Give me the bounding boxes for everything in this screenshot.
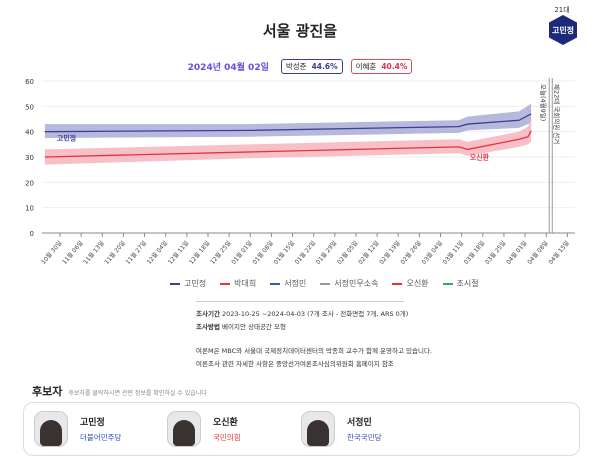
series-label: 고민정 bbox=[57, 134, 76, 143]
y-tick-label: 30 bbox=[25, 154, 34, 162]
legend-label: 서정민무소속 bbox=[334, 279, 379, 288]
legend-label: 박대희 bbox=[234, 279, 257, 288]
x-tick-label: 11월 06일 bbox=[60, 239, 84, 266]
x-tick-label: 03월 25일 bbox=[483, 239, 507, 266]
legend-swatch bbox=[392, 282, 403, 285]
x-tick-label: 04월 15일 bbox=[547, 239, 571, 266]
page-title: 서울 광진을 bbox=[262, 22, 338, 40]
legend-swatch bbox=[220, 282, 231, 285]
x-tick-label: 01월 22일 bbox=[293, 239, 317, 266]
x-tick-label: 10월 30일 bbox=[39, 239, 63, 266]
y-tick-label: 50 bbox=[25, 103, 34, 111]
legend-item: 서정민무소속 bbox=[320, 278, 378, 289]
x-tick-label: 12월 04일 bbox=[145, 239, 169, 266]
legend-label: 오신환 bbox=[406, 279, 429, 288]
y-tick-label: 20 bbox=[25, 179, 34, 187]
candidates-subtitle: 후보자를 클릭하시면 관련 정보를 확인하실 수 있습니다 bbox=[68, 390, 207, 397]
period-value: 2023-10-25 ~2024-04-03 (7개 조사 - 전화면접 7개,… bbox=[222, 310, 409, 318]
x-tick-label: 01월 15일 bbox=[272, 239, 296, 266]
note-line: 여론M은 MBC와 서울대 국제정치데이터센터의 박종희 교수가 함께 운영하고… bbox=[196, 347, 433, 355]
x-tick-label: 02월 05일 bbox=[335, 239, 359, 266]
x-tick-label: 04월 08일 bbox=[525, 239, 549, 266]
x-tick-label: 02월 19일 bbox=[378, 239, 402, 266]
y-tick-label: 60 bbox=[25, 78, 34, 86]
legend-swatch bbox=[320, 282, 331, 285]
series-line bbox=[44, 130, 532, 158]
y-tick-label: 40 bbox=[25, 129, 34, 137]
survey-method: 조사방법 베이지안 상태공간 모형 bbox=[196, 321, 286, 331]
survey-date: 2024년 04월 02일 bbox=[187, 63, 269, 73]
x-tick-label: 12월 25일 bbox=[208, 239, 232, 266]
legend-label: 서정민 bbox=[284, 279, 307, 288]
x-tick-label: 11월 20일 bbox=[103, 239, 127, 266]
candidate-name: 고민정 bbox=[80, 418, 105, 428]
result-pill: 이혜훈 40.4% bbox=[350, 59, 413, 74]
candidate-name: 서정민 bbox=[347, 418, 372, 428]
candidate-party: 한국국민당 bbox=[347, 433, 382, 442]
legend-item: 오신환 bbox=[392, 278, 429, 289]
candidates-header: 후보자 후보자를 클릭하시면 관련 정보를 확인하실 수 있습니다 bbox=[32, 383, 207, 399]
x-tick-label: 11월 13일 bbox=[82, 239, 106, 266]
legend-item: 박대희 bbox=[220, 278, 256, 289]
series-label: 오신환 bbox=[470, 152, 490, 161]
legend-item: 서정민 bbox=[270, 278, 306, 289]
legend-label: 조시절 bbox=[456, 279, 479, 288]
legend-swatch bbox=[170, 282, 180, 285]
x-tick-label: 03월 18일 bbox=[462, 239, 486, 266]
legend: 고민정 박대희 서정민 서정민무소속 오신환 조시절 bbox=[170, 278, 479, 289]
note-line: 여론조사 관련 자세한 사항은 중앙선거여론조사심의위원회 홈페이지 참조 bbox=[196, 360, 394, 368]
legend-swatch bbox=[442, 282, 453, 285]
x-tick-label: 02월 26일 bbox=[399, 239, 423, 266]
term-label: 21대 bbox=[554, 6, 570, 14]
summary-row: 2024년 04월 02일 박성준 44.6% 이혜훈 40.4% bbox=[0, 59, 600, 74]
confidence-band bbox=[44, 103, 532, 138]
method-label: 조사방법 bbox=[196, 323, 220, 331]
pill-name: 박성준 bbox=[285, 62, 307, 71]
candidate-party: 국민의힘 bbox=[213, 433, 241, 442]
avatar bbox=[167, 411, 201, 447]
x-tick-label: 12월 18일 bbox=[187, 239, 211, 266]
x-tick-label: 03월 04일 bbox=[420, 239, 444, 266]
x-tick-label: 02월 12일 bbox=[356, 239, 380, 266]
method-value: 베이지안 상태공간 모형 bbox=[222, 323, 286, 331]
legend-label: 고민정 bbox=[184, 279, 207, 288]
x-tick-label: 01월 29일 bbox=[314, 239, 338, 266]
divider bbox=[196, 301, 404, 302]
series-line bbox=[44, 113, 532, 133]
avatar bbox=[34, 411, 68, 447]
legend-item: 조시절 bbox=[442, 278, 479, 289]
confidence-band bbox=[44, 119, 532, 165]
y-tick-label: 10 bbox=[25, 205, 34, 213]
y-tick-label: 0 bbox=[30, 230, 34, 238]
pill-value: 44.6% bbox=[311, 62, 338, 71]
candidate-name: 오신환 bbox=[213, 418, 238, 428]
pill-value: 40.4% bbox=[381, 62, 408, 71]
x-tick-label: 11월 27일 bbox=[124, 239, 148, 266]
legend-swatch bbox=[270, 282, 281, 285]
marker-label: 제22대 국회의원 선거 bbox=[552, 84, 561, 144]
marker-label: 오늘(4월9일) bbox=[539, 84, 548, 121]
x-tick-label: 01월 01일 bbox=[230, 239, 254, 266]
result-pill: 박성준 44.6% bbox=[280, 59, 343, 74]
period-label: 조사기간 bbox=[196, 310, 220, 318]
x-tick-label: 12월 11일 bbox=[166, 239, 190, 266]
incumbent-badge: 고민정 bbox=[549, 15, 577, 45]
survey-period: 조사기간 2023-10-25 ~2024-04-03 (7개 조사 - 전화면… bbox=[196, 308, 408, 318]
pill-name: 이혜훈 bbox=[355, 62, 377, 71]
candidate-party: 더불어민주당 bbox=[80, 433, 122, 442]
avatar bbox=[301, 411, 335, 447]
candidates-title: 후보자 bbox=[32, 385, 63, 398]
x-tick-label: 03월 11일 bbox=[441, 239, 465, 266]
legend-item: 고민정 bbox=[170, 278, 206, 289]
x-tick-label: 01월 08일 bbox=[251, 239, 275, 266]
x-tick-label: 04월 01일 bbox=[504, 239, 528, 266]
